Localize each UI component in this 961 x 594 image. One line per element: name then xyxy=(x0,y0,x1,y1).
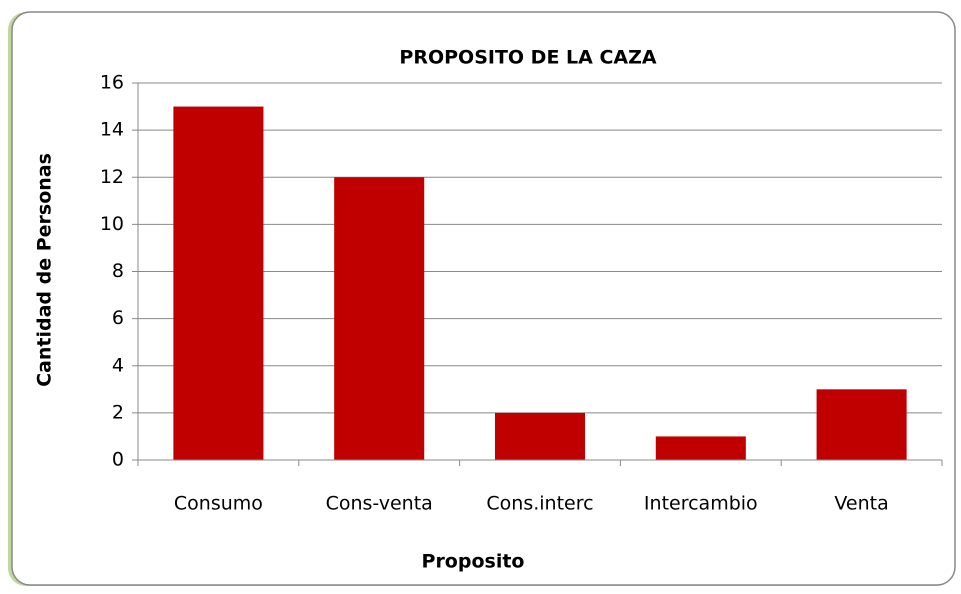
bar xyxy=(655,436,746,460)
y-tick-label: 0 xyxy=(112,449,124,471)
y-tick-label: 14 xyxy=(100,119,124,141)
chart-title: PROPOSITO DE LA CAZA xyxy=(399,47,656,69)
x-tick-label: Consumo xyxy=(174,493,263,515)
y-tick-label: 6 xyxy=(112,307,124,329)
y-tick-label: 10 xyxy=(100,213,124,235)
x-tick-label: Intercambio xyxy=(644,493,758,515)
y-tick-label: 12 xyxy=(100,166,124,188)
x-axis-label: Proposito xyxy=(422,551,525,573)
bar xyxy=(173,106,264,460)
x-tick-label: Cons-venta xyxy=(326,493,433,515)
bar xyxy=(334,177,425,460)
bar xyxy=(494,412,586,460)
x-tick-label: Venta xyxy=(834,493,888,515)
y-tick-label: 4 xyxy=(112,354,124,376)
y-axis-label: Cantidad de Personas xyxy=(34,153,56,387)
y-tick-label: 2 xyxy=(112,401,124,423)
y-tick-label: 8 xyxy=(112,260,124,282)
x-tick-label: Cons.interc xyxy=(486,493,593,515)
bar xyxy=(816,389,907,460)
y-tick-label: 16 xyxy=(100,72,124,94)
chart-frame xyxy=(11,11,956,586)
